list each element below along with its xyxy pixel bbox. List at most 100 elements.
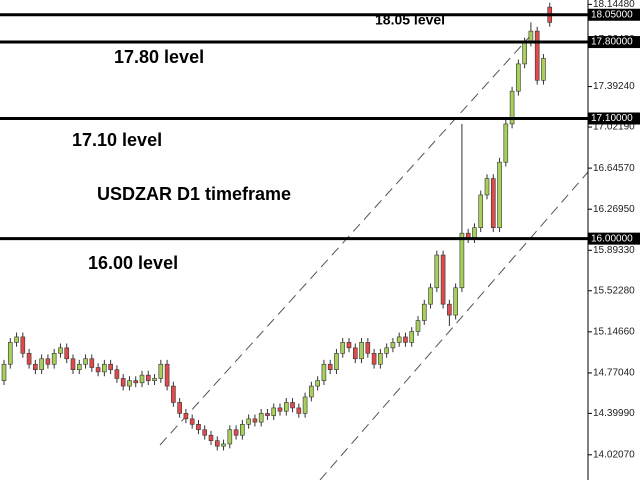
y-tick-label: 14.39990 (593, 408, 635, 419)
candle-body (83, 358, 88, 365)
level-annotation: 18.05 level (375, 12, 445, 28)
candle-body (202, 429, 208, 436)
candle-body (208, 434, 214, 441)
y-tick-label: 17.02190 (593, 122, 635, 133)
candle-body (189, 418, 195, 425)
candle-body (33, 363, 38, 370)
level-annotation: 17.10 level (72, 130, 162, 150)
candle-body (378, 353, 383, 365)
candle-body (421, 303, 427, 321)
candle-body (453, 287, 458, 316)
candle-body (472, 227, 477, 239)
candle-body (76, 363, 82, 370)
candle-body (70, 358, 76, 370)
candle-body (283, 402, 289, 412)
candle-body (340, 342, 346, 354)
candle-body (522, 41, 527, 65)
candle-body (277, 407, 283, 412)
candle-body (528, 30, 534, 43)
level-label: 17.10000 (591, 113, 633, 124)
candle-body (371, 353, 377, 365)
candle-body (108, 363, 113, 370)
candle-body (89, 358, 95, 368)
candle-body (403, 336, 408, 343)
candle-body (321, 363, 327, 381)
candle-body (51, 353, 57, 365)
candle-body (7, 342, 13, 365)
candle-body (102, 363, 107, 373)
candle-body (221, 443, 226, 447)
candle-body (39, 358, 44, 370)
candle-body (45, 358, 51, 365)
candle-body (396, 336, 402, 343)
candle-body (95, 367, 101, 373)
candle-body (177, 402, 182, 414)
candle-body (327, 363, 333, 370)
y-tick-label: 14.02070 (593, 449, 635, 460)
candle-body (447, 303, 452, 316)
candle-body (133, 380, 139, 384)
candle-body (171, 385, 176, 403)
candle-body (271, 407, 277, 416)
candle-body (145, 374, 151, 381)
candle-body (309, 385, 314, 398)
candle-body (352, 347, 358, 360)
candle-body (20, 336, 26, 354)
candle-body (296, 407, 302, 414)
level-label-box (588, 36, 640, 49)
channel-lower (319, 171, 589, 480)
candle-body (384, 347, 389, 354)
candle-body (152, 378, 157, 381)
y-tick-label: 16.64570 (593, 163, 635, 174)
candle-body (459, 232, 465, 289)
candle-body (428, 287, 433, 305)
candle-body (164, 363, 170, 387)
candle-body (302, 396, 308, 414)
candle-body (227, 429, 233, 445)
candle-body (478, 194, 484, 229)
candle-body (359, 342, 364, 360)
candle-body (509, 90, 515, 125)
level-label: 18.05000 (591, 9, 633, 20)
candle-body (158, 363, 164, 379)
level-label-box (588, 232, 640, 245)
candle-body (183, 413, 189, 420)
candle-body (14, 336, 19, 343)
candle-body (246, 418, 251, 425)
candle-body (64, 347, 70, 360)
candle-body (240, 424, 245, 436)
candle-body (434, 254, 440, 289)
level-label: 16.00000 (591, 233, 633, 244)
candle-body (214, 440, 220, 447)
candle-body (1, 363, 7, 381)
candle-body (26, 353, 32, 365)
candle-body (58, 347, 63, 354)
candle-body (334, 353, 339, 370)
candle-body (497, 161, 502, 229)
candle-body (252, 418, 258, 423)
candle-body (290, 402, 295, 409)
candle-body (440, 254, 446, 305)
chart-annotation: USDZAR D1 timeframe (97, 184, 291, 204)
candle-body (114, 369, 120, 379)
level-annotation: 16.00 level (88, 253, 178, 273)
candle-body (409, 331, 415, 343)
candle-body (265, 413, 270, 416)
candle-body (139, 374, 145, 384)
candle-body (346, 342, 352, 349)
level-label-box (588, 8, 640, 21)
y-tick-label: 14.77040 (593, 368, 635, 379)
y-tick-label: 15.52280 (593, 285, 635, 296)
candle-body (541, 58, 546, 81)
y-tick-label: 16.26950 (593, 204, 635, 215)
candle-body (120, 378, 126, 387)
candle-body (490, 178, 496, 229)
candle-body (484, 178, 490, 196)
candle-body (315, 380, 320, 387)
level-label-box (588, 112, 640, 125)
candle-body (127, 380, 132, 387)
candle-body (196, 424, 201, 431)
y-tick-label: 15.89330 (593, 245, 635, 256)
candle-body (390, 342, 396, 349)
